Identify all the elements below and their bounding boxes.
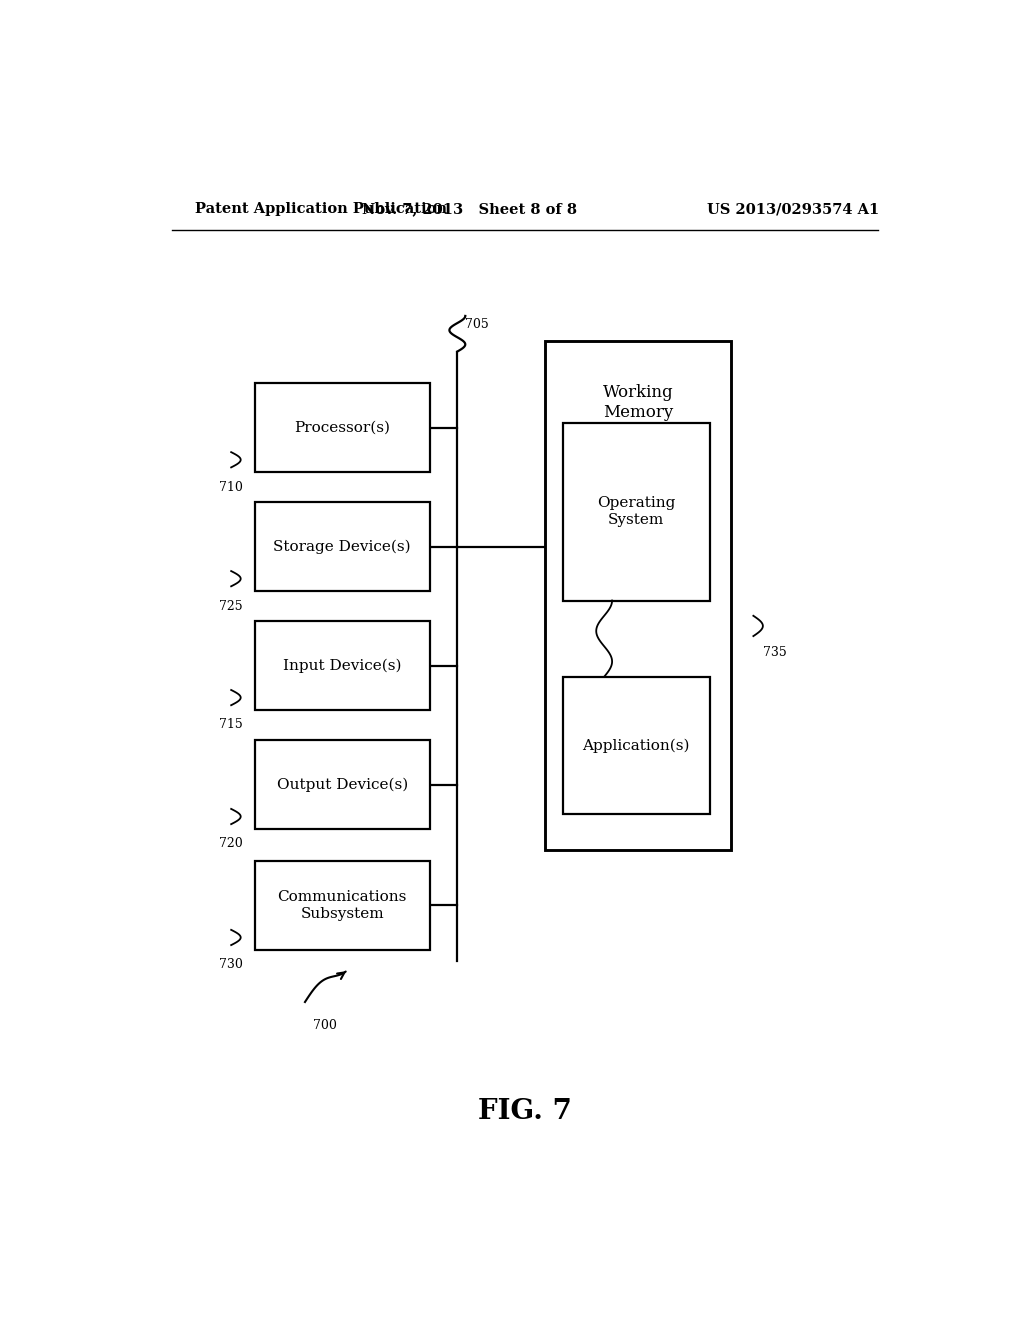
Text: 705: 705 (465, 318, 489, 331)
Bar (255, 620, 430, 710)
Text: US 2013/0293574 A1: US 2013/0293574 A1 (708, 202, 880, 216)
Text: Output Device(s): Output Device(s) (276, 777, 408, 792)
Bar (255, 739, 430, 829)
Bar (255, 861, 430, 950)
Text: Nov. 7, 2013   Sheet 8 of 8: Nov. 7, 2013 Sheet 8 of 8 (361, 202, 577, 216)
Text: 745: 745 (608, 685, 632, 698)
Text: 710: 710 (219, 480, 243, 494)
Text: Storage Device(s): Storage Device(s) (273, 540, 411, 554)
Text: Patent Application Publication: Patent Application Publication (196, 202, 447, 216)
Text: Operating
System: Operating System (597, 496, 676, 527)
Text: 735: 735 (763, 647, 786, 659)
Bar (563, 677, 710, 814)
Bar (255, 383, 430, 473)
Bar (545, 342, 731, 850)
Text: Processor(s): Processor(s) (294, 421, 390, 434)
Text: Application(s): Application(s) (583, 738, 690, 752)
Text: 730: 730 (219, 958, 243, 972)
Text: 740: 740 (572, 685, 596, 698)
Text: 725: 725 (219, 599, 243, 612)
Text: FIG. 7: FIG. 7 (478, 1098, 571, 1125)
Text: Communications
Subsystem: Communications Subsystem (278, 891, 407, 920)
Bar (563, 422, 710, 601)
Text: 715: 715 (219, 718, 243, 731)
Text: 700: 700 (313, 1019, 337, 1032)
Text: Input Device(s): Input Device(s) (283, 659, 401, 673)
Text: Working
Memory: Working Memory (602, 384, 673, 421)
Text: 720: 720 (219, 837, 243, 850)
Bar (255, 502, 430, 591)
